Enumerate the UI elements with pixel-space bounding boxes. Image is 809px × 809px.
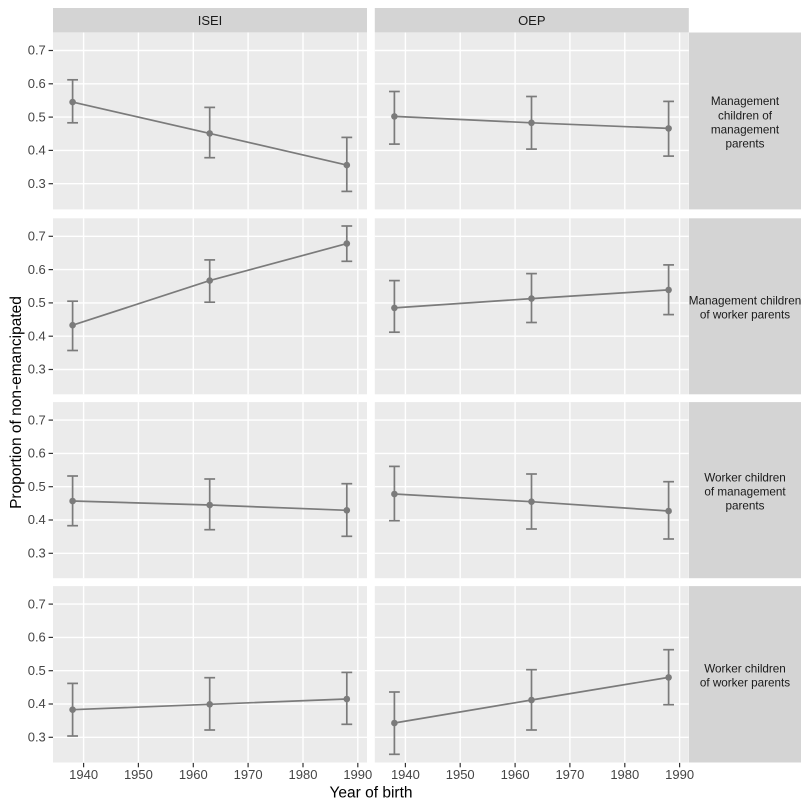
svg-text:0.5: 0.5: [28, 663, 46, 678]
svg-text:children of: children of: [718, 109, 773, 122]
svg-text:parents: parents: [726, 500, 765, 513]
svg-text:Management: Management: [711, 95, 780, 108]
svg-text:0.3: 0.3: [28, 730, 46, 745]
svg-text:0.4: 0.4: [28, 512, 46, 527]
svg-text:Year of birth: Year of birth: [329, 784, 412, 801]
svg-text:0.6: 0.6: [28, 446, 46, 461]
svg-text:1970: 1970: [555, 767, 584, 782]
svg-text:0.7: 0.7: [28, 596, 46, 611]
svg-text:1950: 1950: [446, 767, 475, 782]
svg-text:1960: 1960: [501, 767, 530, 782]
svg-text:0.3: 0.3: [28, 176, 46, 191]
svg-text:1990: 1990: [665, 767, 694, 782]
svg-text:ISEI: ISEI: [198, 13, 223, 28]
svg-text:0.4: 0.4: [28, 328, 46, 343]
svg-text:0.3: 0.3: [28, 362, 46, 377]
svg-text:1940: 1940: [69, 767, 98, 782]
svg-text:of worker parents: of worker parents: [700, 677, 790, 690]
svg-text:0.7: 0.7: [28, 412, 46, 427]
svg-text:1960: 1960: [179, 767, 208, 782]
svg-text:1940: 1940: [391, 767, 420, 782]
svg-text:OEP: OEP: [518, 13, 545, 28]
svg-text:0.4: 0.4: [28, 696, 46, 711]
svg-text:0.7: 0.7: [28, 229, 46, 244]
svg-text:0.6: 0.6: [28, 76, 46, 91]
svg-text:0.4: 0.4: [28, 143, 46, 158]
svg-text:1980: 1980: [289, 767, 318, 782]
svg-text:0.6: 0.6: [28, 630, 46, 645]
svg-text:of management: of management: [704, 486, 786, 499]
svg-text:0.6: 0.6: [28, 262, 46, 277]
svg-text:1950: 1950: [124, 767, 153, 782]
svg-text:parents: parents: [726, 137, 765, 150]
svg-text:of worker parents: of worker parents: [700, 309, 790, 322]
svg-text:management: management: [711, 123, 780, 136]
svg-text:Management children: Management children: [689, 295, 801, 308]
svg-text:1990: 1990: [343, 767, 372, 782]
svg-text:Proportion of non-emancipated: Proportion of non-emancipated: [8, 296, 25, 509]
svg-text:0.5: 0.5: [28, 109, 46, 124]
svg-text:0.5: 0.5: [28, 479, 46, 494]
svg-text:0.3: 0.3: [28, 546, 46, 561]
svg-text:0.5: 0.5: [28, 295, 46, 310]
svg-text:1970: 1970: [234, 767, 263, 782]
svg-text:0.7: 0.7: [28, 43, 46, 58]
svg-text:1980: 1980: [610, 767, 639, 782]
svg-text:Worker children: Worker children: [704, 663, 786, 676]
svg-text:Worker children: Worker children: [704, 472, 786, 485]
